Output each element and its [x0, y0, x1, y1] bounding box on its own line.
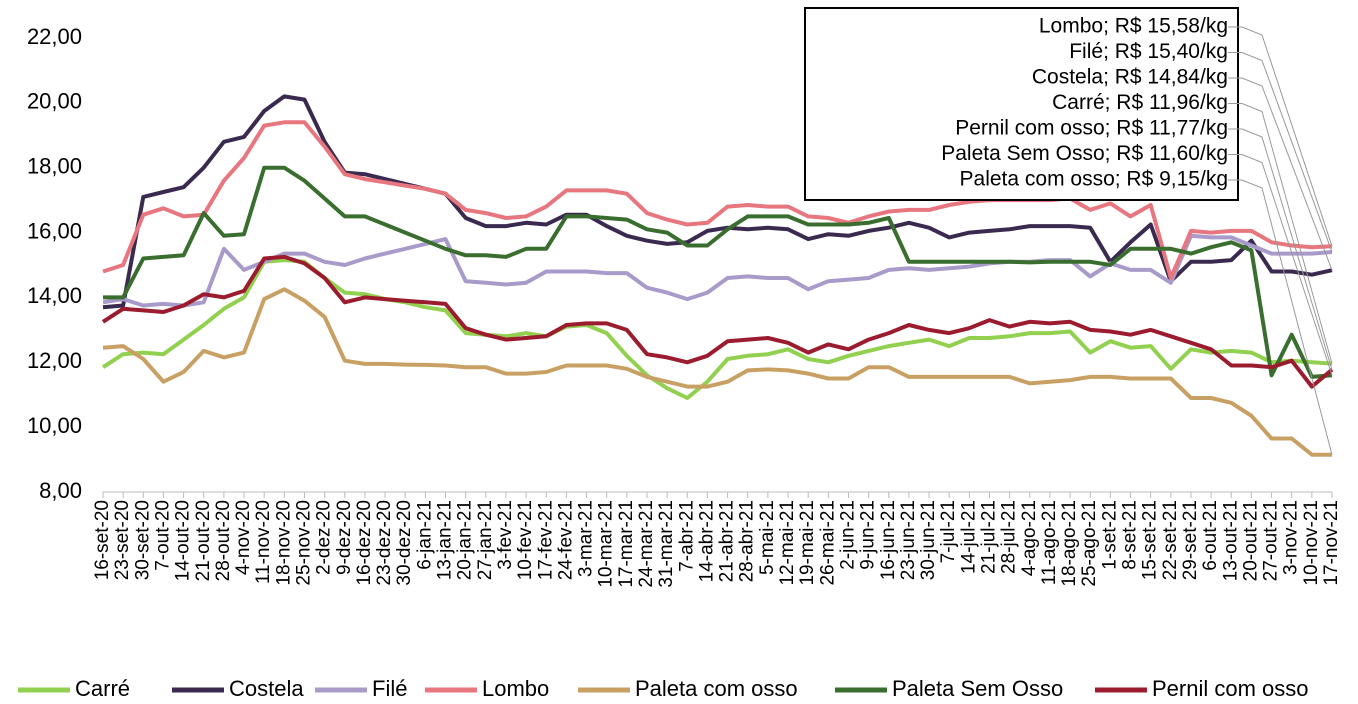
- x-tick-label: 28-out-20: [213, 500, 234, 581]
- leader-line: [1228, 179, 1333, 455]
- x-tick-label: 2-jun-21: [837, 500, 858, 570]
- x-tick-label: 11-ago-21: [1039, 500, 1060, 585]
- x-tick-label: 7-jul-21: [938, 500, 959, 563]
- x-tick-label: 11-nov-20: [253, 500, 274, 584]
- annotation: Paleta Sem Osso; R$ 11,60/kg: [941, 142, 1228, 165]
- x-tick-label: 12-mai-21: [777, 500, 798, 586]
- x-tick-label: 9-jun-21: [858, 500, 879, 570]
- x-tick-label: 16-jun-21: [878, 500, 899, 580]
- leader-line: [1228, 128, 1333, 370]
- x-tick-label: 18-ago-21: [1059, 500, 1080, 587]
- annotation: Lombo; R$ 15,58/kg: [1039, 15, 1228, 38]
- y-tick-label: 12,00: [27, 348, 82, 373]
- x-tick-label: 6-out-21: [1200, 500, 1221, 571]
- x-tick-label: 7-out-20: [152, 500, 173, 571]
- x-tick-label: 4-ago-21: [1019, 500, 1040, 576]
- x-tick-label: 10-fev-21: [515, 500, 536, 580]
- annotation: Paleta com osso; R$ 9,15/kg: [960, 168, 1228, 191]
- x-tick-label: 10-mar-21: [596, 500, 617, 588]
- legend-label: Lombo: [482, 676, 549, 701]
- y-tick-label: 10,00: [27, 413, 82, 438]
- x-tick-label: 26-mai-21: [817, 500, 838, 586]
- series-line: [102, 287, 1332, 457]
- y-tick-label: 22,00: [27, 24, 82, 49]
- x-tick-label: 5-mai-21: [757, 500, 778, 575]
- x-tick-label: 22-set-21: [1160, 500, 1181, 580]
- legend-label: Pernil com osso: [1152, 676, 1309, 701]
- annotation: Filé; R$ 15,40/kg: [1069, 40, 1228, 63]
- y-tick-label: 20,00: [27, 89, 82, 114]
- leader-line: [1228, 103, 1333, 364]
- x-tick-label: 13-out-21: [1220, 500, 1241, 581]
- leader-line: [1228, 52, 1333, 253]
- x-tick-label: 1-set-21: [1099, 500, 1120, 570]
- annotation: Carré; R$ 11,96/kg: [1052, 91, 1228, 114]
- x-tick-label: 30-jun-21: [918, 500, 939, 580]
- x-tick-label: 20-out-21: [1240, 500, 1261, 581]
- x-tick-label: 25-nov-20: [293, 500, 314, 586]
- series-line: [102, 233, 1333, 308]
- legend-label: Paleta Sem Osso: [892, 676, 1063, 701]
- legend-label: Paleta com osso: [635, 676, 798, 701]
- leader-line: [1228, 77, 1333, 271]
- x-tick-label: 27-jan-21: [475, 500, 496, 580]
- leader-line: [1228, 154, 1333, 376]
- annotation: Pernil com osso; R$ 11,77/kg: [955, 117, 1228, 140]
- series-line: [101, 254, 1334, 389]
- annotation-box: [804, 7, 1239, 201]
- x-tick-label: 7-abr-21: [676, 500, 697, 572]
- x-tick-label: 3-nov-21: [1281, 500, 1302, 575]
- x-tick-label: 14-out-20: [173, 500, 194, 581]
- x-tick-label: 19-mai-21: [797, 500, 818, 586]
- x-tick-label: 31-mar-21: [656, 500, 677, 588]
- x-tick-label: 28-abr-21: [737, 500, 758, 582]
- x-tick-label: 13-jan-21: [435, 500, 456, 580]
- x-tick-label: 21-out-20: [193, 500, 214, 581]
- x-tick-label: 15-set-21: [1140, 500, 1161, 580]
- y-tick-label: 14,00: [27, 283, 82, 308]
- leader-line: [1228, 26, 1333, 247]
- x-tick-label: 14-abr-21: [696, 500, 717, 582]
- y-tick-label: 18,00: [27, 154, 82, 179]
- x-tick-label: 27-out-21: [1261, 500, 1282, 581]
- x-tick-label: 3-mar-21: [576, 500, 597, 577]
- x-tick-label: 23-set-20: [112, 500, 133, 580]
- x-tick-label: 24-fev-21: [555, 500, 576, 580]
- x-tick-label: 8-set-21: [1120, 500, 1141, 570]
- x-tick-label: 21-abr-21: [717, 500, 738, 582]
- x-tick-label: 4-nov-20: [233, 500, 254, 575]
- y-tick-label: 16,00: [27, 218, 82, 243]
- annotation: Costela; R$ 14,84/kg: [1032, 66, 1228, 89]
- x-tick-label: 16-set-20: [92, 500, 113, 580]
- x-tick-label: 23-dez-20: [374, 500, 395, 586]
- x-tick-label: 16-dez-20: [354, 500, 375, 586]
- x-tick-label: 18-nov-20: [273, 500, 294, 586]
- x-tick-label: 20-jan-21: [455, 500, 476, 580]
- x-tick-label: 2-dez-20: [314, 500, 335, 575]
- series-line: [102, 120, 1333, 280]
- x-tick-label: 17-mar-21: [616, 500, 637, 588]
- x-tick-label: 23-jun-21: [898, 500, 919, 580]
- x-tick-label: 9-dez-20: [334, 500, 355, 575]
- x-tick-label: 10-nov-21: [1301, 500, 1322, 586]
- x-tick-label: 17-fev-21: [535, 500, 556, 580]
- y-tick-label: 8,00: [39, 478, 82, 503]
- x-tick-label: 17-nov-21: [1321, 500, 1342, 586]
- x-tick-label: 21-jul-21: [979, 500, 1000, 574]
- x-tick-label: 24-mar-21: [636, 500, 657, 588]
- legend-label: Filé: [372, 676, 407, 701]
- x-tick-label: 3-fev-21: [495, 500, 516, 570]
- x-tick-label: 29-set-21: [1180, 500, 1201, 580]
- x-tick-label: 30-set-20: [132, 500, 153, 580]
- x-tick-label: 25-ago-21: [1079, 500, 1100, 587]
- legend-label: Costela: [229, 676, 304, 701]
- x-tick-label: 30-dez-20: [394, 500, 415, 586]
- x-tick-label: 6-jan-21: [414, 500, 435, 570]
- legend-label: Carré: [75, 676, 130, 701]
- x-tick-label: 28-jul-21: [999, 500, 1020, 574]
- series-line: [103, 165, 1333, 379]
- x-tick-label: 14-jul-21: [958, 500, 979, 574]
- series-line: [102, 94, 1333, 310]
